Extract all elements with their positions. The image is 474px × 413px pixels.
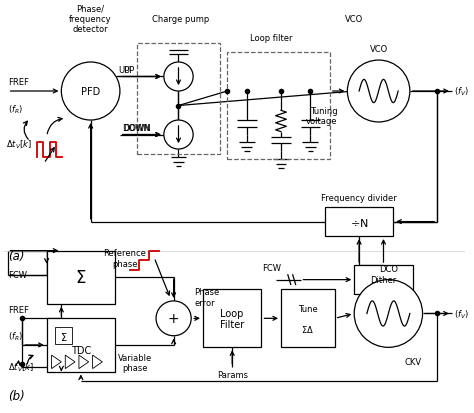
Text: UP: UP [118, 65, 129, 74]
Text: Phase
error: Phase error [194, 287, 219, 307]
Text: +: + [168, 311, 180, 325]
Text: $(f_V)$: $(f_V)$ [454, 85, 469, 98]
Bar [55, 327, 72, 344]
Text: FCW: FCW [8, 271, 27, 280]
Bar [137, 43, 220, 154]
Circle shape [164, 121, 193, 150]
Text: Charge pump: Charge pump [152, 15, 209, 24]
Text: CKV: CKV [404, 357, 421, 366]
Text: $\div$N: $\div$N [350, 216, 368, 228]
Text: DOWN: DOWN [122, 123, 150, 132]
Circle shape [354, 280, 422, 347]
Text: $(f_R)$: $(f_R)$ [8, 330, 23, 343]
Text: Phase/
frequency
detector: Phase/ frequency detector [69, 5, 112, 34]
Bar [281, 290, 335, 347]
Text: $\Sigma\Delta$: $\Sigma\Delta$ [301, 323, 314, 334]
Bar [47, 318, 115, 372]
Bar [203, 290, 262, 347]
Text: DOWN: DOWN [123, 123, 151, 132]
Text: $\Delta t_V[k]$: $\Delta t_V[k]$ [8, 361, 34, 373]
Text: Frequency divider: Frequency divider [321, 194, 397, 203]
Text: TDC: TDC [71, 345, 91, 356]
Bar [228, 53, 330, 159]
Bar [325, 208, 393, 237]
Text: Tune: Tune [298, 304, 318, 313]
Text: $(f_V)$: $(f_V)$ [454, 308, 469, 320]
Circle shape [61, 63, 120, 121]
Text: $\Delta t_V[k]$: $\Delta t_V[k]$ [6, 139, 32, 151]
Text: Reference
phase: Reference phase [103, 249, 146, 268]
Circle shape [164, 63, 193, 92]
Text: $\Sigma$: $\Sigma$ [60, 330, 67, 342]
Text: (a): (a) [8, 249, 24, 262]
Text: Loop
Filter: Loop Filter [220, 308, 244, 329]
Text: Params: Params [217, 370, 248, 379]
Text: Tuning
voltage: Tuning voltage [306, 106, 337, 126]
Text: VCO: VCO [345, 15, 364, 24]
Text: Loop filter: Loop filter [250, 34, 292, 43]
Text: Dither: Dither [370, 275, 397, 285]
Text: $\Sigma$: $\Sigma$ [75, 268, 87, 287]
Bar [47, 251, 115, 304]
Text: VCO: VCO [370, 45, 388, 54]
Text: DCO: DCO [379, 264, 398, 273]
Text: PFD: PFD [81, 87, 100, 97]
Bar [354, 266, 413, 294]
Text: $(f_R)$: $(f_R)$ [8, 103, 23, 116]
Text: FREF: FREF [8, 306, 28, 315]
Text: UP: UP [123, 65, 134, 74]
Circle shape [156, 301, 191, 336]
Circle shape [347, 61, 410, 123]
Text: Variable
phase: Variable phase [118, 353, 152, 372]
Text: FREF: FREF [8, 78, 28, 87]
Text: FCW: FCW [262, 263, 281, 272]
Text: (b): (b) [8, 389, 24, 402]
